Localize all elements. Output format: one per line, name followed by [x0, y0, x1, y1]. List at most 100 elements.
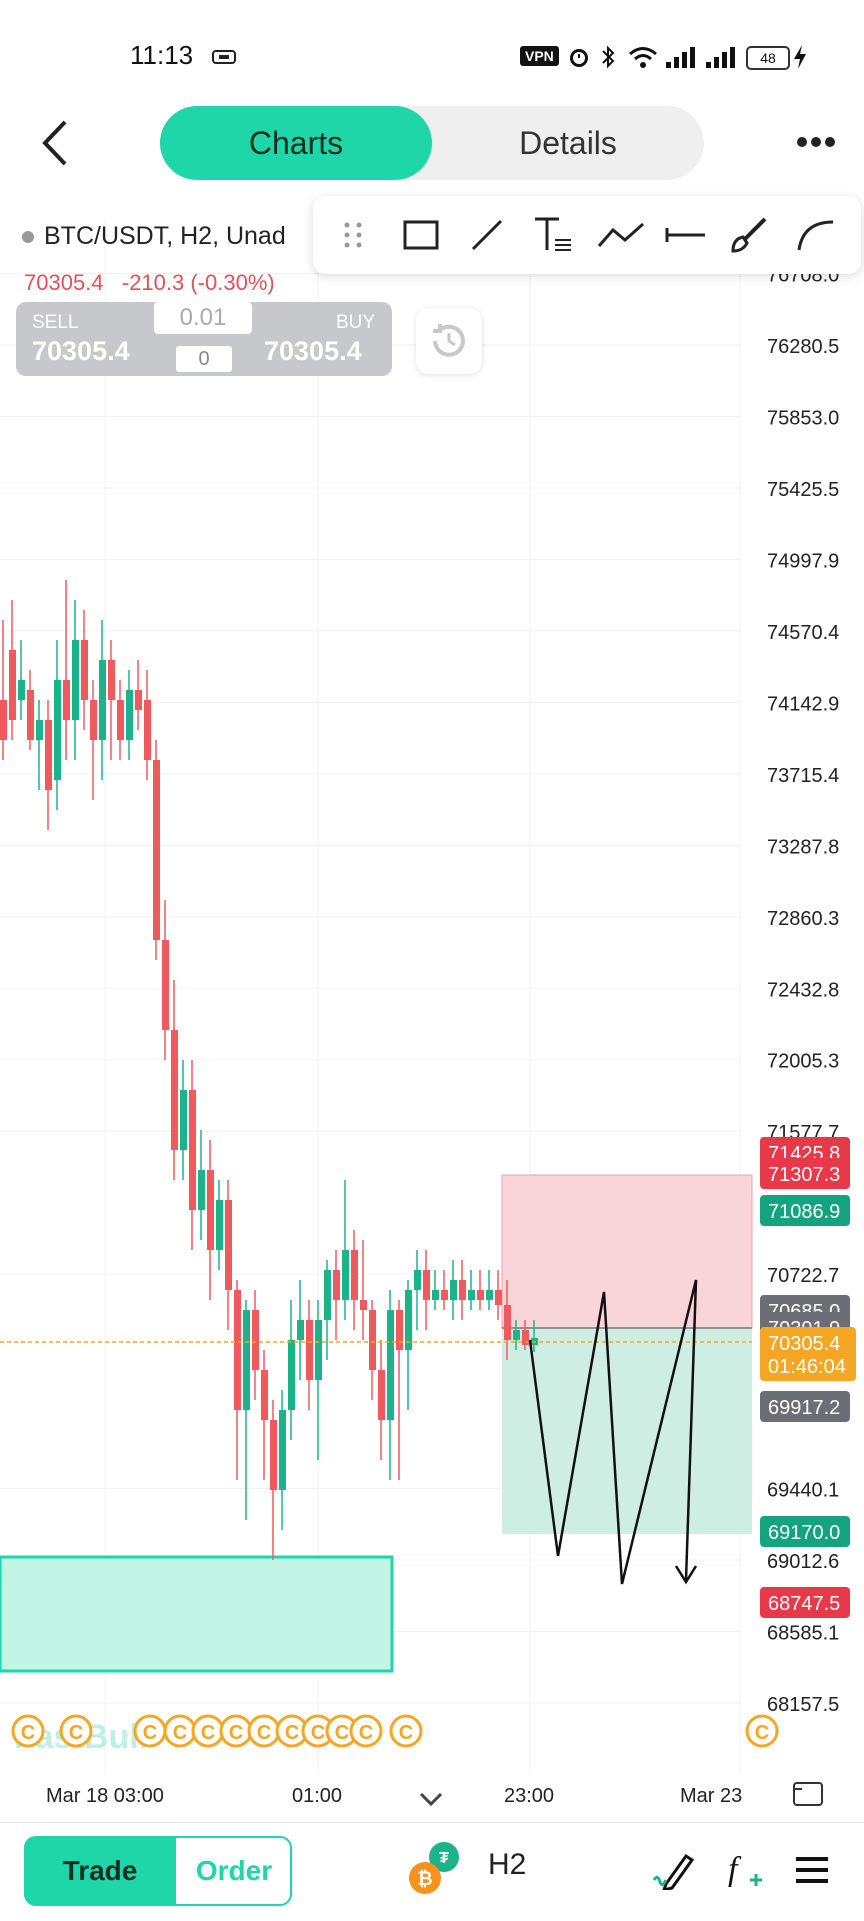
candle-body — [54, 680, 61, 780]
signal-icon-2 — [706, 47, 735, 68]
draw-pen-icon[interactable] — [652, 1850, 696, 1890]
candle-body — [522, 1330, 529, 1345]
battery-indicator: 48 — [746, 46, 790, 70]
candle-body — [234, 1290, 241, 1410]
y-tick-label: 74142.9 — [767, 693, 839, 715]
y-tick-label: 75853.0 — [767, 407, 839, 429]
y-tick-label: 69012.6 — [767, 1551, 839, 1573]
candle-body — [189, 1090, 196, 1210]
tab-details[interactable]: Details — [519, 124, 617, 161]
menu-icon[interactable] — [794, 1854, 830, 1886]
candle-body — [108, 660, 115, 700]
y-tick-label: 74570.4 — [767, 622, 839, 644]
price-tag-bg — [760, 1516, 850, 1547]
bluetooth-icon — [602, 45, 615, 69]
rectangle-icon[interactable] — [393, 196, 449, 274]
order-button[interactable]: Order — [195, 1855, 273, 1886]
candle-body — [288, 1340, 295, 1410]
price-chart[interactable]: FastBullCCCCCCCCCCCCC76708.076280.575853… — [0, 220, 864, 1775]
quantity-input[interactable]: 0.01 — [154, 302, 252, 334]
take-profit-zone — [502, 1328, 752, 1534]
candle-body — [351, 1250, 358, 1300]
y-tick-label: 68157.5 — [767, 1694, 839, 1716]
event-marker-label: C — [335, 1722, 349, 1744]
drawing-toolbar — [313, 196, 861, 274]
time-axis: Mar 18 03:00 01:00 23:00 Mar 23 — [0, 1775, 864, 1821]
candle-body — [468, 1290, 475, 1300]
candle-body — [171, 1030, 178, 1150]
symbol-label: BTC/USDT, H2, Unad — [44, 222, 286, 250]
buy-price-button[interactable]: 70305.4 — [264, 336, 362, 366]
indicator-fx-icon[interactable]: f — [726, 1850, 766, 1892]
candle-body — [252, 1310, 259, 1370]
more-dots-icon — [797, 137, 835, 147]
y-tick-label: 72432.8 — [767, 979, 839, 1001]
svg-text:₮: ₮ — [439, 1850, 449, 1867]
event-marker-label: C — [257, 1722, 271, 1744]
candle-body — [63, 680, 70, 720]
event-marker-label: C — [21, 1722, 35, 1744]
status-bar: 11:13 VPN 48 — [0, 0, 864, 110]
event-marker — [389, 1714, 423, 1748]
stop-loss-zone — [501, 1174, 753, 1329]
candle-body — [315, 1320, 322, 1380]
refresh-clock-icon — [433, 324, 465, 357]
candle-body — [207, 1170, 214, 1250]
candle-body — [414, 1270, 421, 1290]
sell-price-button[interactable]: 70305.4 — [32, 336, 130, 366]
candle-body — [117, 700, 124, 740]
status-time: 11:13 — [130, 40, 194, 70]
candle-body — [270, 1420, 277, 1490]
btc-usdt-coin-icon[interactable]: ₮ ₿ — [408, 1840, 468, 1896]
candle-body — [333, 1270, 340, 1300]
charging-icon — [794, 45, 806, 69]
arrow-head — [674, 1565, 698, 1585]
candle-body — [306, 1320, 313, 1380]
drag-handle-icon[interactable] — [325, 196, 381, 274]
candle-body — [513, 1330, 520, 1340]
back-button[interactable] — [24, 110, 84, 176]
chart-reset-button[interactable] — [416, 308, 482, 374]
candle-body — [297, 1320, 304, 1340]
quantity-counter: 0 — [176, 346, 232, 372]
price-tag-label: 70305.4 — [768, 1333, 840, 1355]
chevron-down-icon[interactable] — [418, 1791, 444, 1807]
price-change: -210.3 (-0.30%) — [121, 270, 275, 295]
brush-icon[interactable] — [721, 196, 777, 274]
candle-body — [423, 1270, 430, 1300]
price-tag-label: 71086.9 — [768, 1201, 840, 1223]
polyline-icon[interactable] — [593, 196, 649, 274]
candle-body — [441, 1290, 448, 1300]
event-marker-label: C — [755, 1722, 769, 1744]
zigzag-drawing — [528, 1279, 698, 1585]
market-status-dot — [22, 230, 34, 243]
x-label: 23:00 — [504, 1785, 555, 1807]
event-marker-label: C — [69, 1722, 83, 1744]
candle-body — [360, 1300, 367, 1310]
text-icon[interactable] — [525, 196, 581, 274]
candle-body — [72, 640, 79, 720]
timeframe-selector[interactable]: H2 — [488, 1848, 527, 1881]
horizontal-line-icon[interactable] — [657, 196, 713, 274]
fullscreen-icon[interactable] — [792, 1781, 824, 1807]
tab-charts[interactable]: Charts — [160, 106, 432, 180]
candle-body — [369, 1310, 376, 1370]
candle-body — [81, 640, 88, 700]
alarm-icon — [570, 49, 588, 67]
more-button[interactable] — [792, 122, 840, 162]
y-tick-label: 74997.9 — [767, 550, 839, 572]
candle-body — [450, 1280, 457, 1300]
price-tag-label: 01:46:04 — [768, 1356, 846, 1378]
event-marker-label: C — [399, 1722, 413, 1744]
candle-body — [432, 1290, 439, 1300]
price-row: 70305.4 -210.3 (-0.30%) — [24, 270, 275, 296]
trend-line-icon[interactable] — [459, 196, 515, 274]
price-tag-bg — [760, 1195, 850, 1226]
trade-button[interactable]: Trade — [24, 1836, 176, 1906]
candle-body — [495, 1290, 502, 1305]
candle-body — [486, 1290, 493, 1300]
candle-body — [279, 1410, 286, 1490]
candle-body — [459, 1280, 466, 1300]
arc-icon[interactable] — [787, 196, 843, 274]
candle-body — [18, 680, 25, 700]
